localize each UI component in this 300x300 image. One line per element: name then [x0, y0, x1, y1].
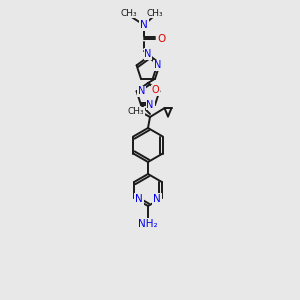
Text: NH₂: NH₂ [138, 219, 158, 229]
Text: N: N [135, 194, 143, 204]
Text: N: N [154, 60, 161, 70]
Text: N: N [146, 100, 154, 110]
Text: O: O [152, 85, 159, 95]
Text: N: N [138, 86, 145, 96]
Text: CH₃: CH₃ [147, 8, 163, 17]
Text: N: N [153, 194, 161, 204]
Text: O: O [158, 34, 166, 44]
Text: N: N [144, 49, 152, 59]
Text: CH₃: CH₃ [121, 8, 137, 17]
Text: N: N [140, 20, 148, 30]
Text: CH₃: CH₃ [128, 107, 144, 116]
